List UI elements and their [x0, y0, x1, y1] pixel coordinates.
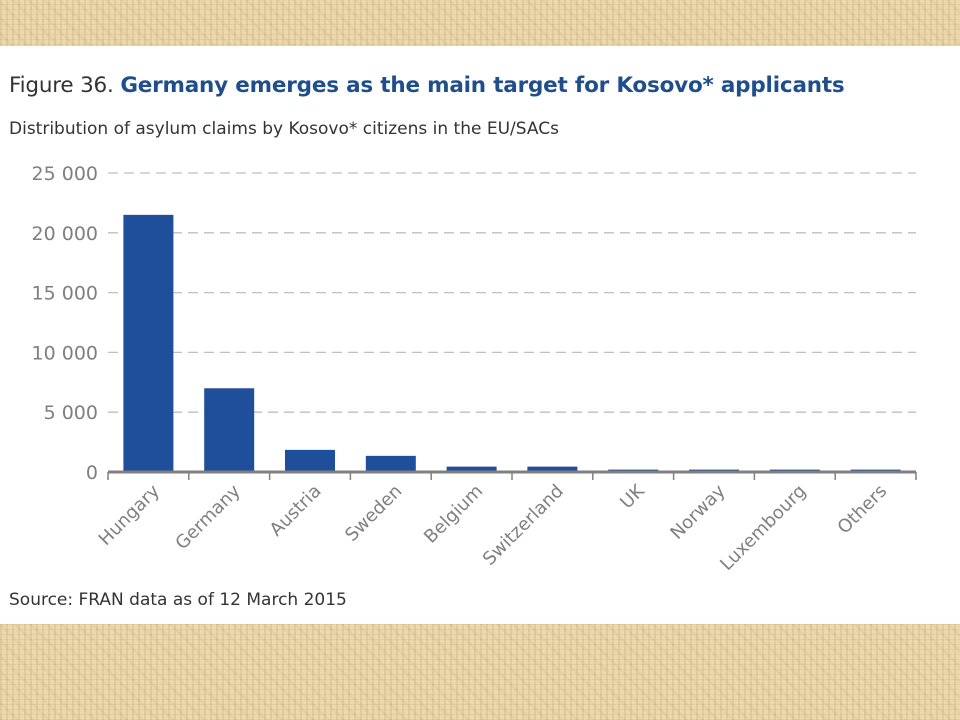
x-tick-label: Luxembourg — [716, 481, 810, 575]
chart-subtitle: Distribution of asylum claims by Kosovo*… — [9, 119, 559, 139]
y-tick-label: 0 — [86, 462, 98, 484]
y-tick-label: 20 000 — [32, 223, 98, 245]
source-note: Source: FRAN data as of 12 March 2015 — [9, 590, 347, 610]
bar — [446, 466, 497, 472]
x-tick-label: Others — [834, 481, 892, 539]
bar-chart: 0 5 000 10 000 15 000 20 000 25 000 Hungary Ger… — [32, 163, 917, 575]
figure-title: Figure 36. Germany emerges as the main t… — [9, 73, 954, 98]
bar — [527, 466, 578, 472]
bar — [123, 214, 174, 473]
x-tick-label: Norway — [666, 480, 729, 543]
figure-heading: Germany emerges as the main target for K… — [120, 73, 845, 98]
bar — [204, 388, 255, 472]
x-tick-label: Belgium — [420, 481, 487, 548]
x-tick-label: Austria — [266, 481, 326, 541]
y-tick-label: 15 000 — [32, 283, 98, 305]
x-tick-label: Sweden — [341, 481, 406, 546]
x-tick-label: Hungary — [95, 480, 164, 549]
x-tick-label: Switzerland — [479, 481, 568, 570]
x-tick-label: Germany — [171, 480, 245, 554]
y-tick-label: 25 000 — [32, 163, 98, 185]
y-tick-label: 5 000 — [44, 402, 98, 424]
slide-panel: Figure 36. Germany emerges as the main t… — [0, 46, 960, 624]
y-tick-label: 10 000 — [32, 342, 98, 364]
x-tick-label: UK — [616, 480, 649, 513]
figure-number: Figure 36. — [9, 73, 114, 98]
bar — [285, 449, 335, 472]
bar — [365, 455, 416, 472]
